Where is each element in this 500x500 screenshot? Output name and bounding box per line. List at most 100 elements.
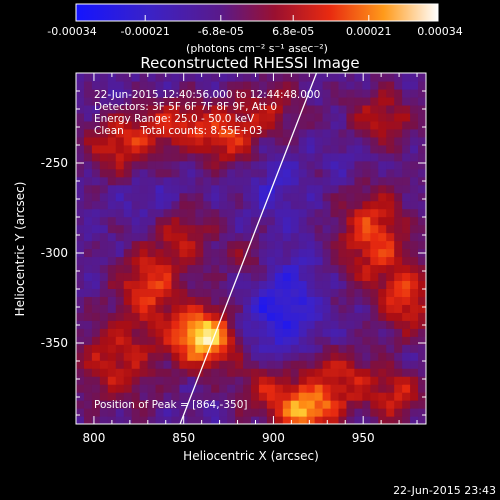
heatmap-cell bbox=[338, 104, 348, 114]
heatmap-cell bbox=[378, 392, 387, 401]
heatmap-cell bbox=[402, 392, 411, 401]
heatmap-cell bbox=[402, 264, 411, 274]
heatmap-cell bbox=[282, 88, 292, 98]
heatmap-cell bbox=[195, 80, 204, 90]
heatmap-cell bbox=[354, 160, 363, 170]
heatmap-cell bbox=[155, 240, 165, 250]
heatmap-cell bbox=[147, 280, 157, 289]
heatmap-cell bbox=[258, 240, 268, 250]
heatmap-cell bbox=[76, 416, 85, 424]
heatmap-cell bbox=[219, 272, 228, 282]
heatmap-cell bbox=[107, 392, 117, 401]
heatmap-cell bbox=[219, 176, 228, 186]
heatmap-cell bbox=[203, 88, 212, 98]
heatmap-cell bbox=[195, 296, 204, 305]
heatmap-cell bbox=[370, 120, 379, 130]
heatmap-cell bbox=[155, 152, 165, 162]
heatmap-cell bbox=[362, 120, 371, 130]
heatmap-cell bbox=[171, 408, 180, 417]
heatmap-cell bbox=[227, 336, 236, 345]
heatmap-cell bbox=[354, 320, 363, 329]
heatmap-cell bbox=[123, 88, 133, 98]
heatmap-cell bbox=[410, 88, 419, 98]
heatmap-cell bbox=[370, 184, 379, 194]
heatmap-cell bbox=[187, 232, 196, 242]
heatmap-cell bbox=[251, 304, 260, 313]
heatmap-cell bbox=[227, 328, 236, 337]
heatmap-cell bbox=[203, 176, 212, 186]
heatmap-cell bbox=[219, 136, 228, 146]
heatmap-cell bbox=[306, 384, 316, 393]
heatmap-cell bbox=[147, 360, 157, 369]
heatmap-cell bbox=[139, 288, 149, 297]
heatmap-cell bbox=[306, 176, 316, 186]
heatmap-cell bbox=[155, 288, 165, 297]
heatmap-cell bbox=[227, 112, 236, 122]
heatmap-cell bbox=[187, 80, 196, 90]
heatmap-cell bbox=[107, 288, 117, 297]
heatmap-cell bbox=[258, 352, 268, 361]
heatmap-cell bbox=[115, 216, 125, 226]
heatmap-cell bbox=[298, 112, 308, 122]
heatmap-cell bbox=[107, 376, 117, 385]
heatmap-cell bbox=[251, 160, 260, 170]
heatmap-cell bbox=[131, 408, 141, 417]
heatmap-cell bbox=[362, 240, 371, 250]
heatmap-cell bbox=[187, 136, 196, 146]
heatmap-cell bbox=[258, 328, 268, 337]
heatmap-cell bbox=[386, 104, 395, 114]
heatmap-cell bbox=[338, 392, 348, 401]
heatmap-cell bbox=[227, 344, 236, 353]
heatmap-cell bbox=[203, 296, 212, 305]
heatmap-cell bbox=[227, 320, 236, 329]
heatmap-cell bbox=[338, 376, 348, 385]
heatmap-cell bbox=[322, 88, 332, 98]
heatmap-cell bbox=[298, 200, 308, 210]
heatmap-cell bbox=[346, 80, 355, 90]
heatmap-cell bbox=[274, 104, 284, 114]
heatmap-cell bbox=[76, 264, 85, 274]
heatmap-cell bbox=[298, 344, 308, 353]
heatmap-cell bbox=[290, 96, 300, 106]
heatmap-cell bbox=[298, 73, 308, 82]
heatmap-cell bbox=[91, 168, 101, 178]
heatmap-cell bbox=[235, 112, 244, 122]
heatmap-cell bbox=[187, 280, 196, 289]
heatmap-cell bbox=[322, 336, 332, 345]
chart-title: Reconstructed RHESSI Image bbox=[140, 54, 359, 72]
heatmap-cell bbox=[402, 208, 411, 218]
heatmap-cell bbox=[362, 208, 371, 218]
heatmap-cell bbox=[274, 344, 284, 353]
heatmap-cell bbox=[147, 296, 157, 305]
heatmap-cell bbox=[251, 216, 260, 226]
heatmap-cell bbox=[266, 408, 276, 417]
heatmap-cell bbox=[91, 208, 101, 218]
heatmap-cell bbox=[139, 104, 149, 114]
heatmap-cell bbox=[418, 224, 426, 234]
heatmap-cell bbox=[123, 408, 133, 417]
heatmap-cell bbox=[227, 304, 236, 313]
heatmap-cell bbox=[99, 168, 109, 178]
heatmap-cell bbox=[418, 328, 426, 337]
heatmap-cell bbox=[115, 96, 125, 106]
heatmap-cell bbox=[107, 96, 117, 106]
heatmap-cell bbox=[266, 88, 276, 98]
heatmap-cell bbox=[290, 208, 300, 218]
heatmap-cell bbox=[115, 208, 125, 218]
heatmap-cell bbox=[274, 288, 284, 297]
heatmap-cell bbox=[402, 112, 411, 122]
heatmap-cell bbox=[394, 288, 403, 297]
heatmap-cell bbox=[235, 120, 244, 130]
heatmap-cell bbox=[99, 344, 109, 353]
heatmap-cell bbox=[76, 168, 85, 178]
heatmap-cell bbox=[163, 120, 173, 130]
heatmap-cell bbox=[306, 408, 316, 417]
heatmap-cell bbox=[123, 168, 133, 178]
heatmap-cell bbox=[330, 144, 340, 154]
heatmap-cell bbox=[322, 112, 332, 122]
heatmap-cell bbox=[83, 296, 93, 305]
heatmap-cell bbox=[282, 368, 292, 377]
heatmap-cell bbox=[76, 160, 85, 170]
heatmap-cell bbox=[282, 160, 292, 170]
heatmap-cell bbox=[386, 288, 395, 297]
